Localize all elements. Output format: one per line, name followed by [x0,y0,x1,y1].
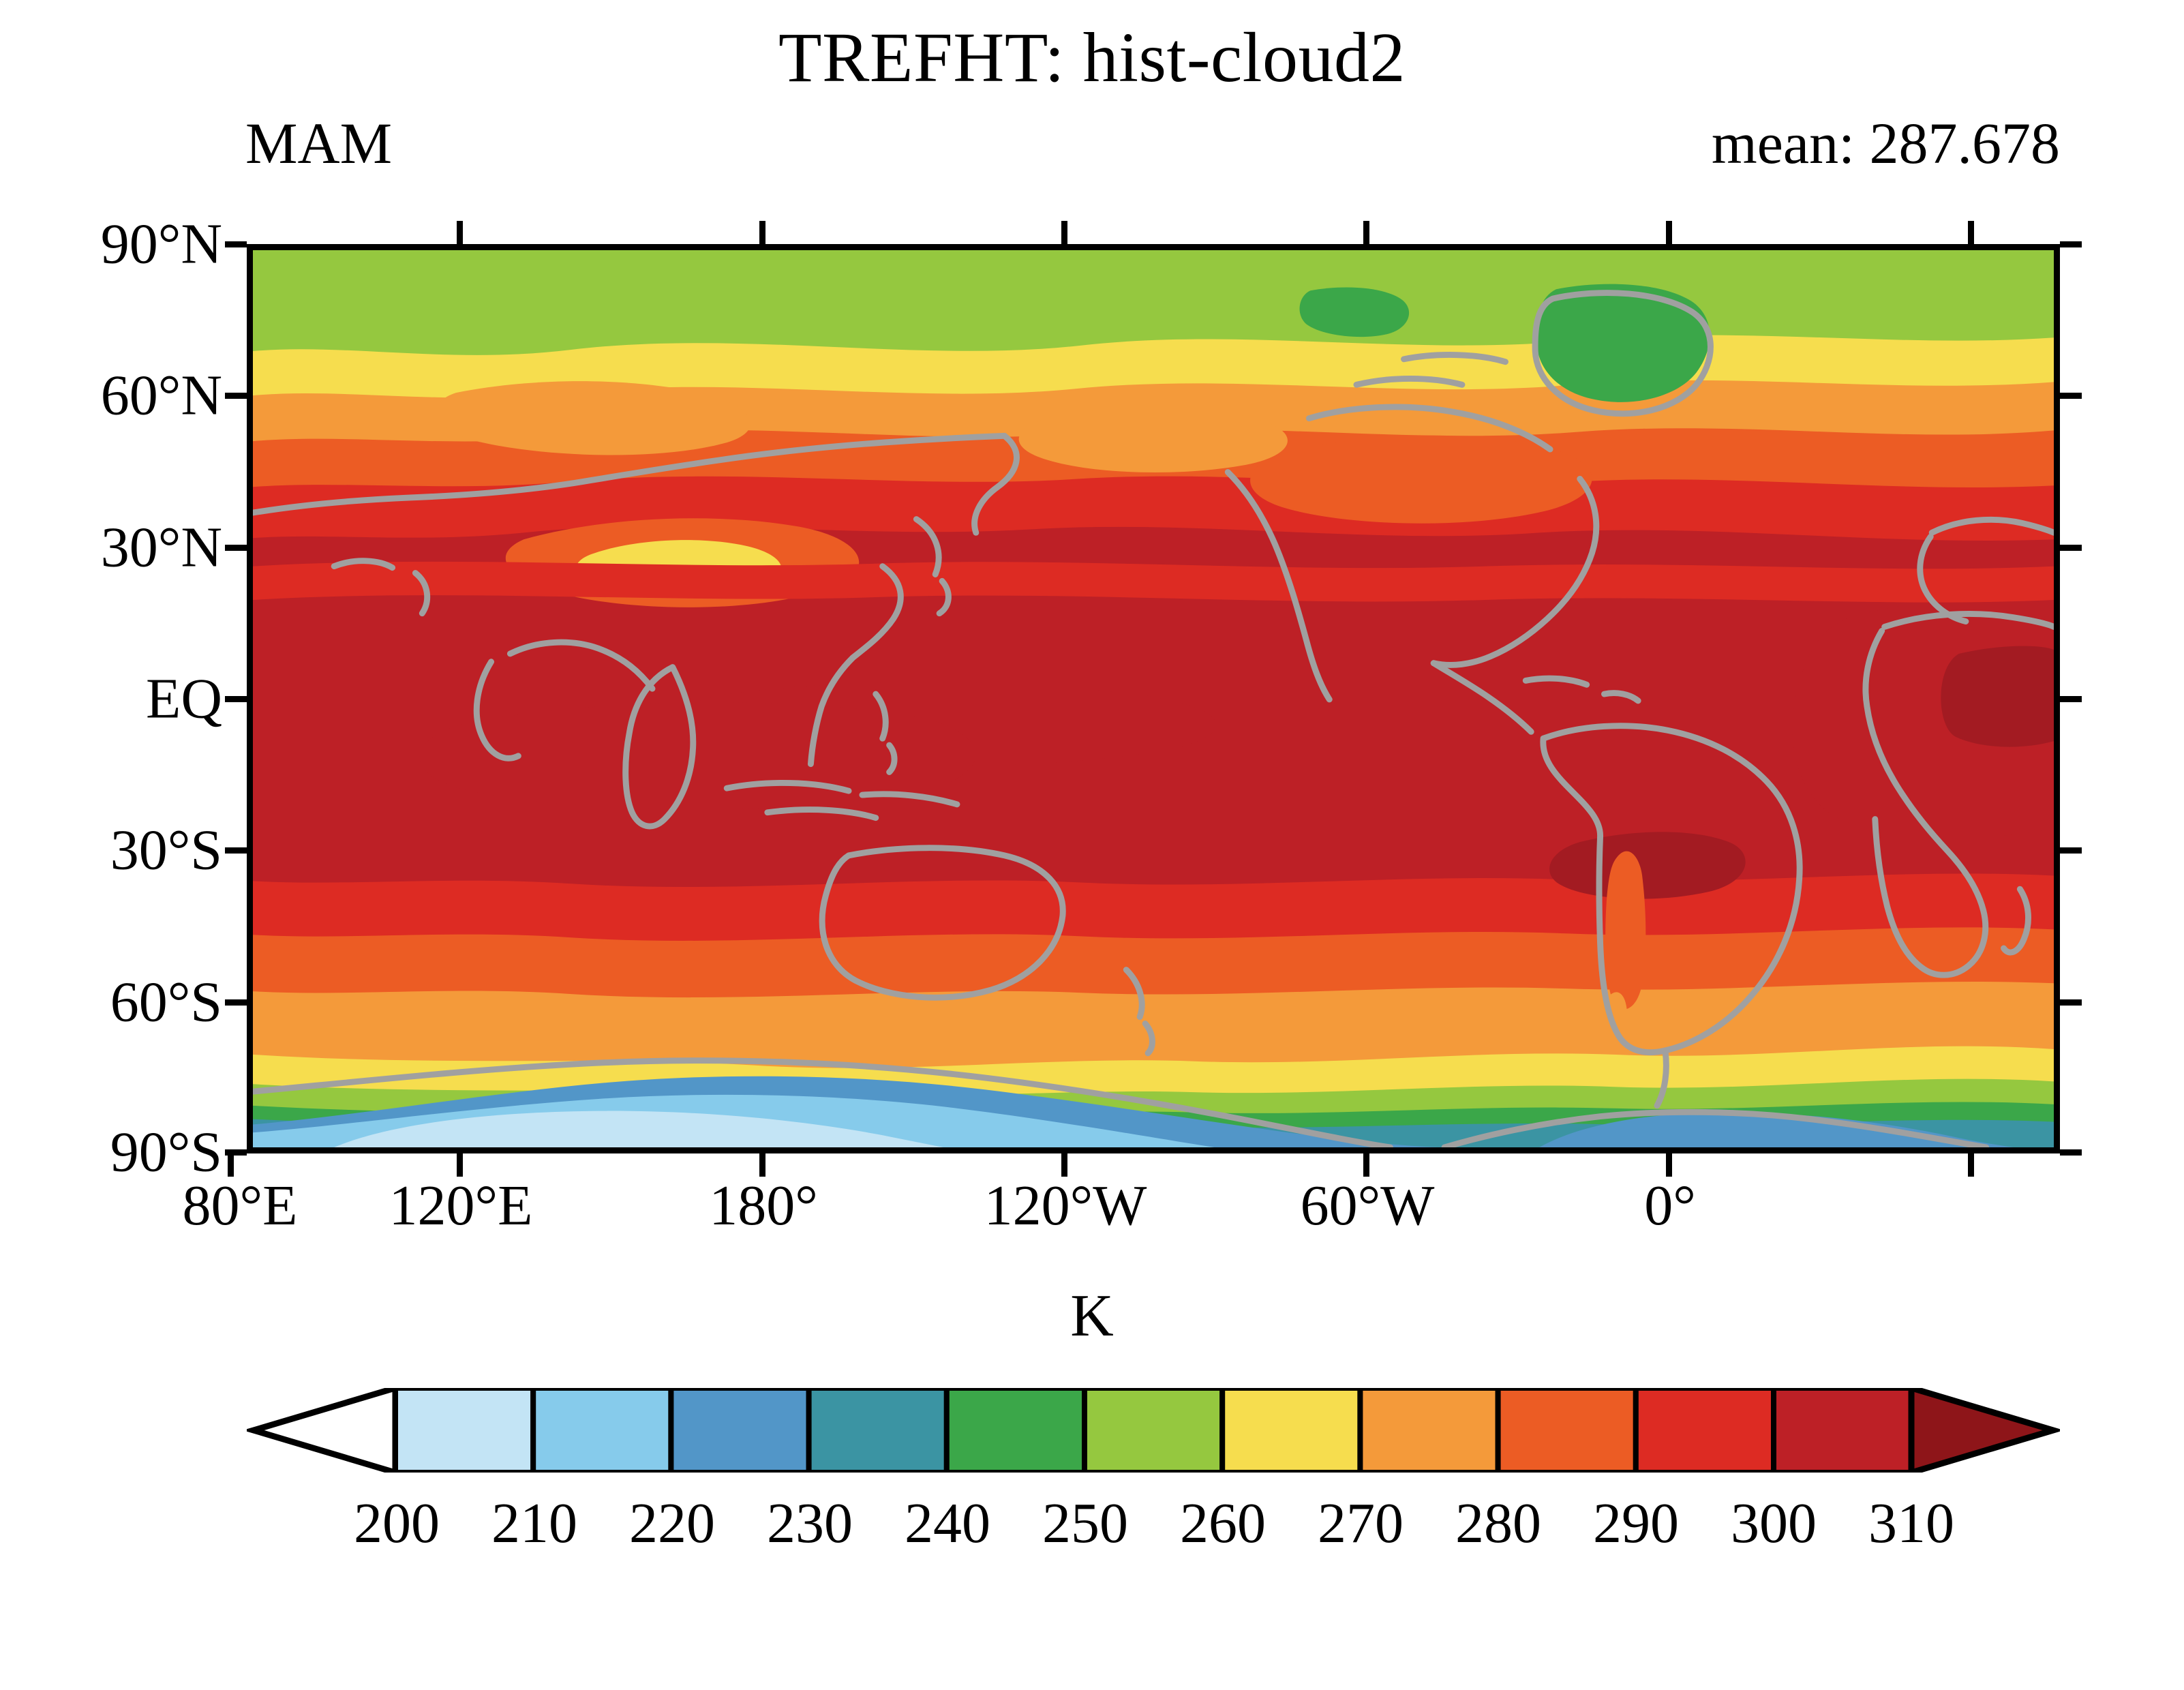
y-tick-mark-right [2060,241,2082,247]
y-tick-label-60n: 60°N [100,363,222,427]
y-tick-label-eq: EQ [146,667,222,731]
colorbar-swatches [247,1388,2060,1473]
y-tick-mark [225,545,247,551]
x-tick-mark [1061,1153,1067,1177]
y-tick-mark [225,696,247,702]
x-tick-mark-top [457,221,463,244]
colorbar-swatch-8 [1495,1388,1639,1473]
colorbar-tick-300: 300 [1731,1492,1817,1555]
x-tick-label-180: 180° [709,1174,818,1237]
colorbar-extend-high [1908,1388,2060,1473]
colorbar-swatch-10 [1771,1388,1915,1473]
colorbar-swatch-5 [1082,1388,1226,1473]
temperature-contour-map [253,250,2054,1147]
y-tick-mark [225,393,247,399]
map-plot-area[interactable] [247,244,2060,1153]
y-tick-mark [225,847,247,854]
colorbar-tick-230: 230 [767,1492,853,1555]
colorbar-tick-200: 200 [354,1492,440,1555]
y-tick-mark-right [2060,1149,2082,1156]
x-tick-mark [1968,1153,1974,1177]
y-tick-label-90s: 90°S [110,1120,222,1184]
y-axis-labels: 90°N 60°N 30°N EQ 30°S 60°S 90°S [0,0,237,1690]
y-tick-mark [225,999,247,1006]
colorbar-swatch-7 [1357,1388,1501,1473]
colorbar[interactable] [247,1388,2060,1473]
x-tick-label-0: 0° [1644,1174,1696,1237]
y-tick-mark-right [2060,847,2082,854]
colorbar-tick-240: 240 [905,1492,990,1555]
x-tick-label-80e: 80°E [182,1174,298,1237]
colorbar-swatch-0 [393,1388,536,1473]
x-tick-mark [1363,1153,1369,1177]
season-label: MAM [245,110,393,176]
y-tick-mark-right [2060,999,2082,1006]
y-tick-mark-right [2060,393,2082,399]
colorbar-tick-220: 220 [629,1492,715,1555]
y-tick-label-60s: 60°S [110,970,222,1034]
y-tick-mark-right [2060,545,2082,551]
x-tick-mark [228,1153,234,1177]
colorbar-tick-260: 260 [1180,1492,1266,1555]
colorbar-tick-280: 280 [1455,1492,1541,1555]
colorbar-unit-label: K [1070,1283,1114,1349]
colorbar-tick-270: 270 [1318,1492,1404,1555]
x-tick-label-120e: 120°E [389,1174,533,1237]
page-title: TREFHT: hist-cloud2 [778,18,1406,97]
colorbar-swatch-1 [530,1388,674,1473]
y-tick-label-90n: 90°N [100,212,222,276]
x-tick-mark-top [1666,221,1672,244]
y-tick-mark [225,1149,247,1156]
x-tick-label-120w: 120°W [984,1174,1147,1237]
colorbar-tick-310: 310 [1868,1492,1954,1555]
x-tick-mark-top [1968,221,1974,244]
y-tick-label-30s: 30°S [110,818,222,882]
colorbar-swatch-6 [1219,1388,1363,1473]
colorbar-swatch-2 [668,1388,812,1473]
colorbar-tick-250: 250 [1042,1492,1128,1555]
colorbar-swatch-3 [806,1388,950,1473]
x-tick-mark [759,1153,765,1177]
y-tick-mark [225,241,247,247]
x-tick-mark [1666,1153,1672,1177]
colorbar-tick-210: 210 [491,1492,577,1555]
y-tick-mark-right [2060,696,2082,702]
colorbar-swatch-4 [943,1388,1088,1473]
global-mean-label: mean: 287.678 [1711,110,2060,176]
colorbar-swatch-9 [1633,1388,1777,1473]
colorbar-tick-labels: 200 210 220 230 240 250 260 270 280 290 … [0,1490,2184,1572]
colorbar-extend-low [247,1388,399,1473]
x-tick-mark-top [1363,221,1369,244]
x-tick-mark-top [759,221,765,244]
x-tick-mark [457,1153,463,1177]
x-tick-label-60w: 60°W [1300,1174,1435,1237]
y-tick-label-30n: 30°N [100,515,222,579]
x-tick-mark-top [1061,221,1067,244]
colorbar-tick-290: 290 [1593,1492,1679,1555]
